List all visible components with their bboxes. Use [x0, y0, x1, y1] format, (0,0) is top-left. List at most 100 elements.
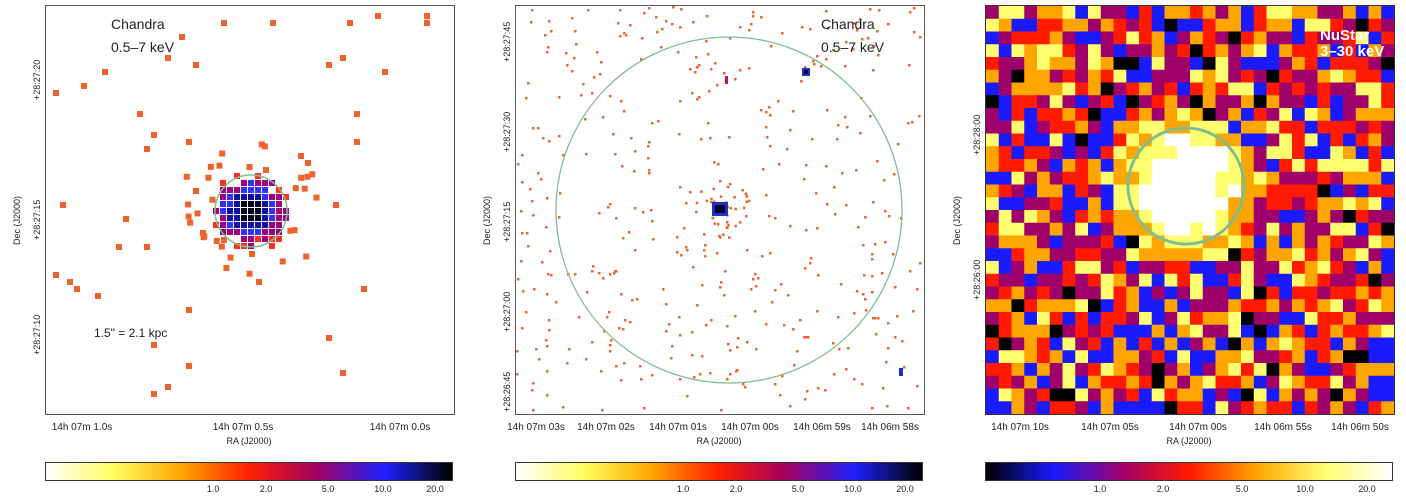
photon-pixel: [894, 286, 897, 289]
nustar-pixel: [1126, 120, 1140, 134]
nustar-pixel: [1330, 171, 1344, 185]
photon-pixel: [705, 199, 709, 203]
photon-pixel: [727, 223, 730, 227]
nustar-pixel: [1075, 337, 1089, 351]
photon-pixel: [893, 173, 896, 176]
nustar-pixel: [1279, 184, 1293, 198]
nustar-pixel: [1113, 57, 1127, 71]
photon-pixel: [804, 398, 807, 401]
photon-pixel: [752, 278, 755, 281]
colorbar-tick: 2.0: [729, 484, 743, 494]
nustar-pixel: [1126, 18, 1140, 32]
colorbar-tick: 10.0: [844, 484, 862, 494]
nustar-pixel: [998, 184, 1012, 198]
nustar-pixel: [1266, 337, 1280, 351]
source-pixel: [241, 187, 247, 193]
nustar-pixel: [1011, 388, 1025, 402]
source-pixel: [227, 208, 233, 214]
nustar-pixel: [1241, 210, 1255, 224]
source-pixel: [276, 215, 282, 221]
photon-pixel: [537, 127, 540, 130]
nustar-pixel: [1368, 171, 1382, 185]
photon-pixel: [679, 378, 682, 381]
nustar-pixel: [1037, 171, 1051, 185]
photon-pixel: [144, 244, 150, 250]
panel-left-chandra-zoom: Chandra 0.5–7 keV 1.5" = 2.1 kpc Dec (J2…: [0, 0, 470, 496]
photon-pixel: [919, 36, 922, 39]
nustar-pixel: [1011, 401, 1025, 414]
nustar-pixel: [1062, 337, 1076, 351]
photon-pixel: [525, 311, 528, 314]
nustar-pixel: [1088, 159, 1102, 173]
nustar-pixel: [1330, 6, 1344, 20]
nustar-pixel: [1164, 286, 1178, 300]
nustar-pixel: [1062, 159, 1076, 173]
nustar-pixel: [1355, 31, 1369, 45]
nustar-pixel: [1266, 69, 1280, 83]
photon-pixel: [695, 201, 699, 205]
nustar-pixel: [1037, 222, 1051, 236]
photon-pixel: [270, 20, 276, 26]
nustar-pixel: [1100, 184, 1114, 198]
photon-pixel: [650, 209, 653, 212]
nustar-pixel: [1190, 82, 1204, 96]
photon-pixel: [246, 164, 253, 171]
photon-pixel: [813, 63, 816, 66]
nustar-pixel: [1202, 286, 1216, 300]
photon-pixel: [710, 200, 713, 204]
photon-pixel: [517, 278, 520, 281]
photon-pixel: [696, 66, 699, 69]
nustar-pixel: [1368, 6, 1382, 20]
nustar-pixel: [1049, 261, 1063, 275]
photon-pixel: [520, 260, 523, 263]
nustar-pixel: [1355, 6, 1369, 20]
photon-pixel: [618, 327, 621, 330]
photon-pixel: [755, 348, 758, 351]
nustar-pixel: [1317, 401, 1331, 414]
nustar-pixel: [1355, 82, 1369, 96]
nustar-pixel: [1304, 171, 1318, 185]
source-pixel: [234, 201, 240, 207]
nustar-pixel: [1279, 299, 1293, 313]
nustar-pixel: [1037, 18, 1051, 32]
photon-pixel: [720, 281, 723, 284]
nustar-pixel: [1343, 401, 1357, 414]
photon-pixel: [193, 62, 199, 68]
nustar-pixel: [1343, 18, 1357, 32]
nustar-pixel: [1062, 401, 1076, 414]
photon-pixel: [642, 211, 645, 214]
photon-pixel: [878, 9, 881, 12]
photon-pixel: [853, 22, 856, 25]
source-pixel: [262, 194, 268, 200]
photon-pixel: [326, 335, 332, 341]
photon-pixel: [704, 244, 707, 247]
photon-pixel: [787, 294, 790, 297]
nustar-pixel: [1292, 210, 1306, 224]
nustar-pixel: [1241, 375, 1255, 389]
source-pixel: [248, 208, 254, 214]
nustar-pixel: [1100, 337, 1114, 351]
photon-pixel: [847, 347, 850, 350]
photon-pixel: [591, 270, 594, 273]
photon-pixel: [747, 199, 751, 203]
image-frame: Chandra 0.5–7 keV: [515, 5, 925, 415]
nustar-pixel: [1049, 69, 1063, 83]
nustar-pixel: [1088, 6, 1102, 20]
photon-pixel: [640, 378, 643, 381]
nustar-pixel: [986, 82, 1000, 96]
photon-pixel: [710, 68, 713, 71]
photon-pixel: [634, 249, 637, 252]
nustar-pixel: [1292, 57, 1306, 71]
photon-pixel: [665, 20, 668, 23]
photon-pixel: [261, 143, 268, 150]
nustar-pixel: [986, 286, 1000, 300]
nustar-pixel: [1215, 337, 1229, 351]
photon-pixel: [592, 265, 595, 268]
nustar-pixel: [1304, 273, 1318, 287]
nustar-pixel: [1304, 210, 1318, 224]
nustar-pixel: [1355, 324, 1369, 338]
nustar-pixel: [1317, 222, 1331, 236]
photon-pixel: [657, 120, 660, 123]
photon-pixel: [676, 251, 679, 254]
photon-pixel: [527, 82, 530, 85]
